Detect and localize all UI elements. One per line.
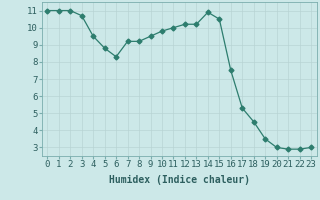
X-axis label: Humidex (Indice chaleur): Humidex (Indice chaleur) bbox=[109, 175, 250, 185]
